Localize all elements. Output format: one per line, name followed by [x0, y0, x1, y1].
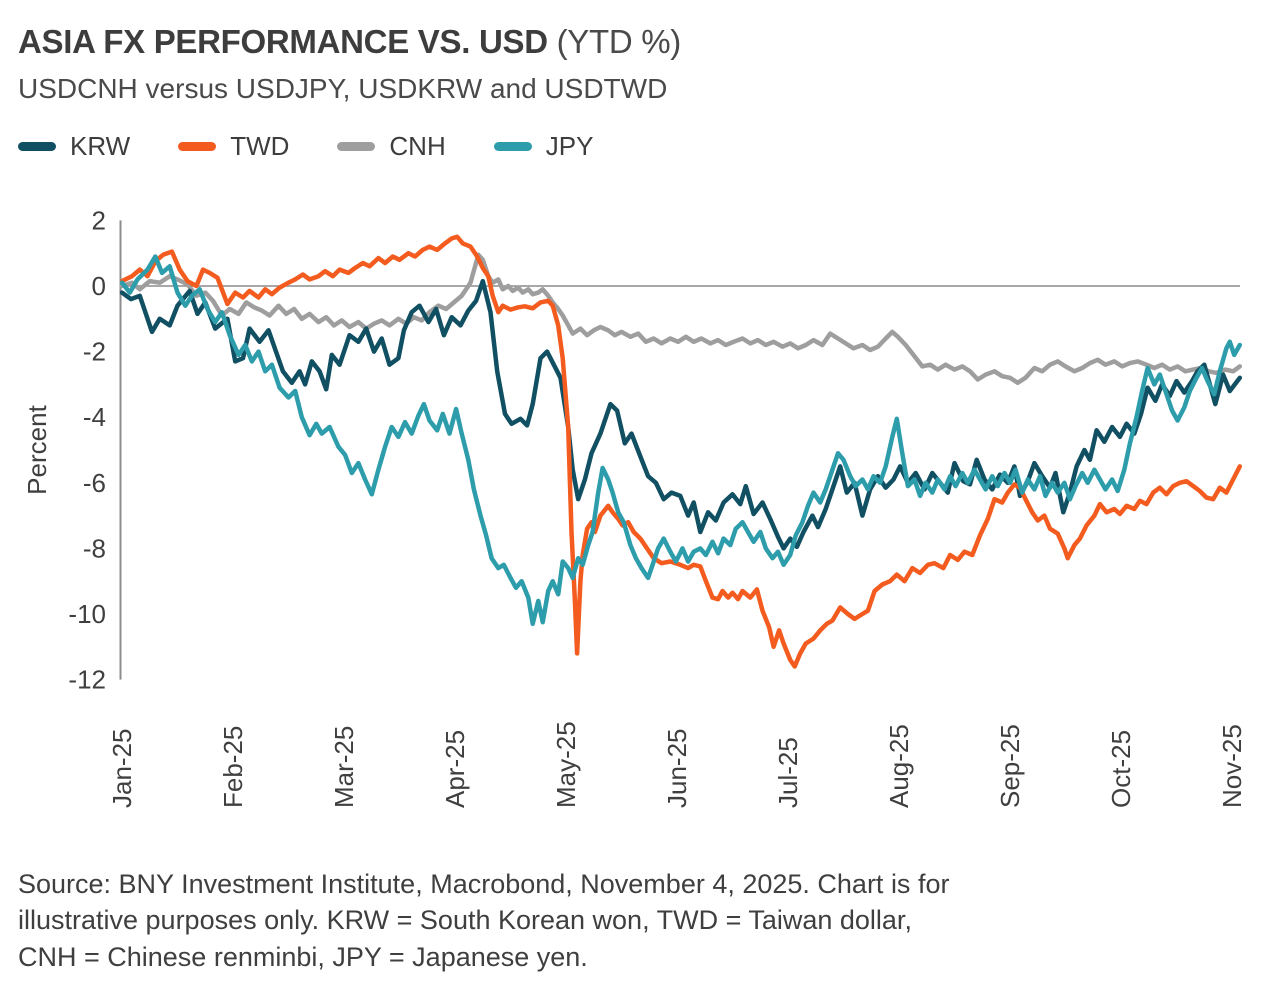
x-tick-label-oct-25: Oct-25 — [1106, 730, 1136, 808]
x-tick-label-feb-25: Feb-25 — [218, 726, 248, 808]
legend-label: TWD — [230, 131, 290, 162]
chart-subtitle: USDCNH versus USDJPY, USDKRW and USDTWD — [18, 73, 668, 105]
legend-swatch-twd — [178, 142, 217, 152]
legend-swatch-krw — [18, 142, 56, 152]
y-tick-label: -8 — [83, 534, 106, 564]
series-line-jpy — [119, 254, 1243, 627]
chart-header: ASIA FX PERFORMANCE VS. USD (YTD %) USDC… — [0, 0, 1280, 162]
y-tick-label: 0 — [92, 271, 106, 301]
x-tick-label-jun-25: Jun-25 — [662, 729, 692, 809]
x-tick-label-jan-25: Jan-25 — [107, 729, 137, 809]
legend-swatch-cnh — [337, 142, 376, 152]
legend: KRW TWD CNH JPY — [18, 131, 1280, 162]
source-note: Source: BNY Investment Institute, Macrob… — [18, 869, 950, 972]
series-line-twd — [119, 234, 1243, 670]
x-tick-label-apr-25: Apr-25 — [440, 730, 470, 808]
x-tick-label-may-25: May-25 — [551, 722, 581, 809]
y-tick-label: 2 — [92, 206, 106, 236]
y-tick-label: -4 — [83, 402, 106, 432]
x-tick-label-aug-25: Aug-25 — [884, 724, 914, 808]
legend-swatch-jpy — [493, 142, 532, 152]
y-tick-label: -2 — [83, 337, 106, 367]
legend-item-cnh: CNH — [337, 131, 446, 162]
x-tick-label-nov-25: Nov-25 — [1217, 724, 1247, 808]
legend-label: KRW — [70, 131, 131, 162]
y-axis-title: Percent — [22, 405, 52, 495]
series-line-krw — [119, 279, 1243, 551]
legend-label: JPY — [545, 131, 594, 162]
line-chart: 2 0 -2 -4 -6 -8 -10 -12 Percent Jan-25 Feb-25 Mar-2… — [22, 206, 1247, 809]
x-tick-label-mar-25: Mar-25 — [329, 726, 359, 808]
x-tick-label-sep-25: Sep-25 — [995, 724, 1025, 808]
page-title: ASIA FX PERFORMANCE VS. USD (YTD %) — [18, 23, 1280, 60]
chart-title: ASIA FX PERFORMANCE VS. USD — [18, 23, 548, 60]
chart-title-suffix: (YTD %) — [547, 23, 682, 60]
legend-item-jpy: JPY — [493, 131, 594, 162]
legend-item-krw: KRW — [18, 131, 130, 162]
y-tick-label: -12 — [68, 665, 106, 695]
y-tick-label: -10 — [68, 599, 106, 629]
series-line-cnh — [119, 252, 1243, 386]
legend-item-twd: TWD — [178, 131, 289, 162]
y-tick-label: -6 — [83, 468, 106, 498]
legend-label: CNH — [389, 131, 446, 162]
x-tick-label-jul-25: Jul-25 — [773, 737, 803, 808]
